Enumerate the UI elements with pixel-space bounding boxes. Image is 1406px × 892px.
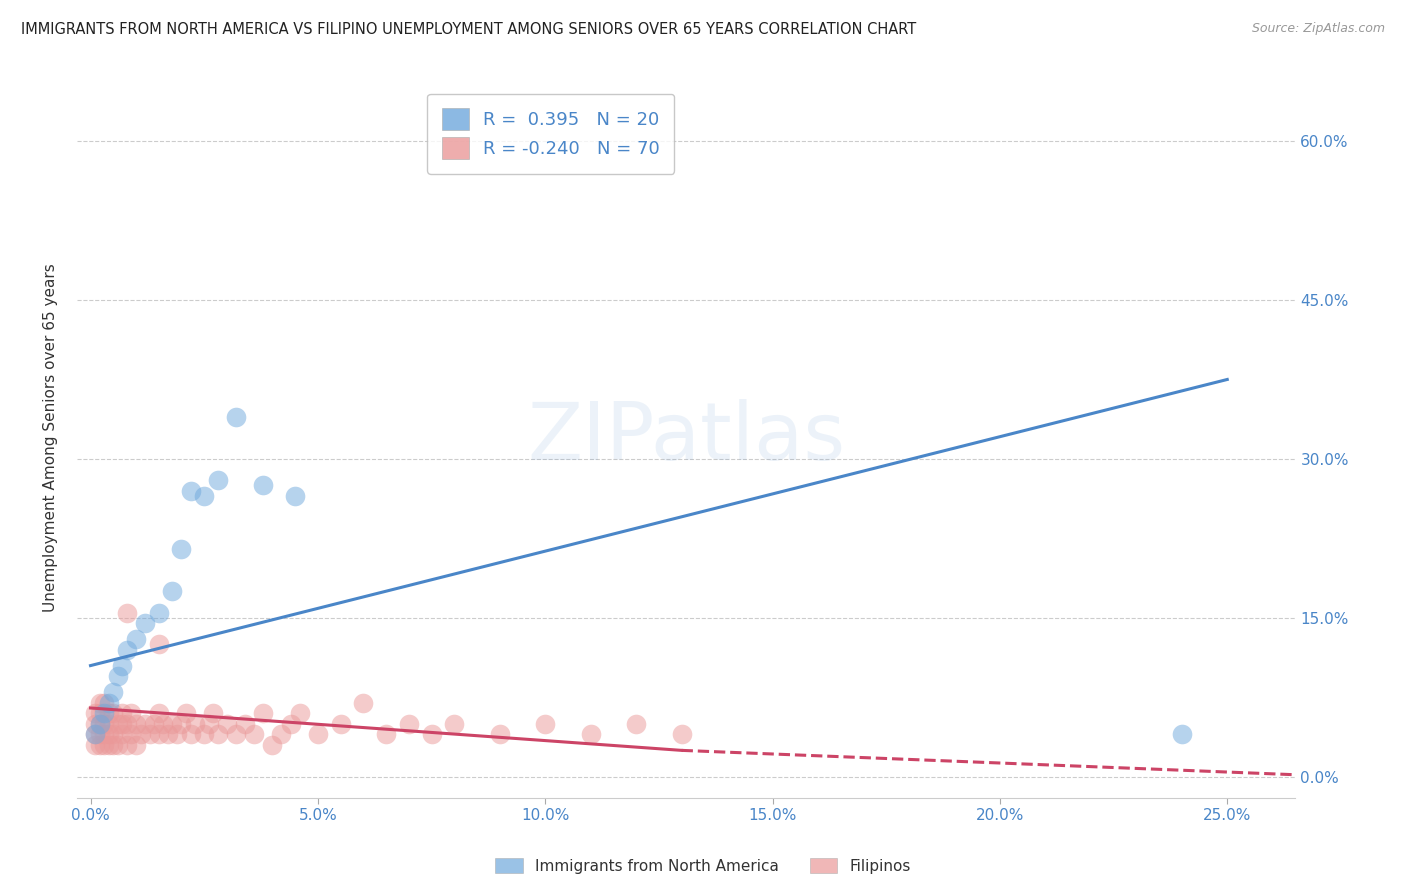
Point [207, 727, 229, 741]
Point [180, 483, 202, 498]
Point [89, 696, 111, 710]
Point [103, 685, 125, 699]
Point [148, 706, 170, 721]
Point [84, 706, 107, 721]
Point [89, 706, 111, 721]
Point [152, 717, 174, 731]
Point [233, 717, 256, 731]
Point [84, 717, 107, 731]
Point [115, 606, 138, 620]
Point [97, 717, 120, 731]
Point [103, 706, 125, 721]
Point [207, 473, 229, 487]
Point [103, 727, 125, 741]
Point [225, 409, 247, 424]
Point [111, 706, 134, 721]
Point [579, 727, 602, 741]
Point [193, 727, 215, 741]
Point [115, 717, 138, 731]
Point [93, 706, 115, 721]
Point [307, 727, 329, 741]
Point [93, 717, 115, 731]
Point [125, 717, 148, 731]
Point [398, 717, 420, 731]
Point [89, 727, 111, 741]
Point [162, 584, 184, 599]
Point [270, 727, 292, 741]
Point [225, 727, 247, 741]
Point [262, 738, 284, 752]
Text: IMMIGRANTS FROM NORTH AMERICA VS FILIPINO UNEMPLOYMENT AMONG SENIORS OVER 65 YEA: IMMIGRANTS FROM NORTH AMERICA VS FILIPIN… [21, 22, 917, 37]
Point [197, 717, 219, 731]
Point [215, 717, 238, 731]
Point [111, 658, 134, 673]
Legend: Immigrants from North America, Filipinos: Immigrants from North America, Filipinos [489, 852, 917, 880]
Point [97, 706, 120, 721]
Point [107, 717, 129, 731]
Point [156, 727, 179, 741]
Point [125, 738, 148, 752]
Point [193, 489, 215, 503]
Text: Source: ZipAtlas.com: Source: ZipAtlas.com [1251, 22, 1385, 36]
Point [180, 727, 202, 741]
Point [1171, 727, 1194, 741]
Point [89, 738, 111, 752]
Point [671, 727, 693, 741]
Point [243, 727, 266, 741]
Point [352, 696, 374, 710]
Point [84, 738, 107, 752]
Point [174, 706, 197, 721]
Legend: R =  0.395   N = 20, R = -0.240   N = 70: R = 0.395 N = 20, R = -0.240 N = 70 [427, 94, 675, 174]
Point [624, 717, 647, 731]
Point [84, 727, 107, 741]
Point [443, 717, 465, 731]
Point [129, 727, 152, 741]
Point [148, 637, 170, 651]
Point [111, 717, 134, 731]
Point [120, 706, 142, 721]
Text: ZIPatlas: ZIPatlas [527, 399, 845, 476]
Point [166, 727, 188, 741]
Point [162, 717, 184, 731]
Point [107, 669, 129, 683]
Point [134, 616, 156, 631]
Point [148, 606, 170, 620]
Point [89, 717, 111, 731]
Point [97, 696, 120, 710]
Point [143, 717, 166, 731]
Point [420, 727, 443, 741]
Point [115, 738, 138, 752]
Point [170, 541, 193, 556]
Point [93, 738, 115, 752]
Point [120, 727, 142, 741]
Point [202, 706, 225, 721]
Point [280, 717, 302, 731]
Point [125, 632, 148, 646]
Point [288, 706, 311, 721]
Point [170, 717, 193, 731]
Point [375, 727, 398, 741]
Point [488, 727, 510, 741]
Point [111, 727, 134, 741]
Point [134, 717, 156, 731]
Point [148, 727, 170, 741]
Point [184, 717, 207, 731]
Point [93, 696, 115, 710]
Point [252, 706, 274, 721]
Point [329, 717, 352, 731]
Point [97, 727, 120, 741]
Point [252, 478, 274, 492]
Point [115, 642, 138, 657]
Point [107, 738, 129, 752]
Point [534, 717, 557, 731]
Point [84, 727, 107, 741]
Y-axis label: Unemployment Among Seniors over 65 years: Unemployment Among Seniors over 65 years [44, 263, 58, 612]
Point [138, 727, 160, 741]
Point [93, 727, 115, 741]
Point [89, 717, 111, 731]
Point [284, 489, 307, 503]
Point [97, 738, 120, 752]
Point [103, 738, 125, 752]
